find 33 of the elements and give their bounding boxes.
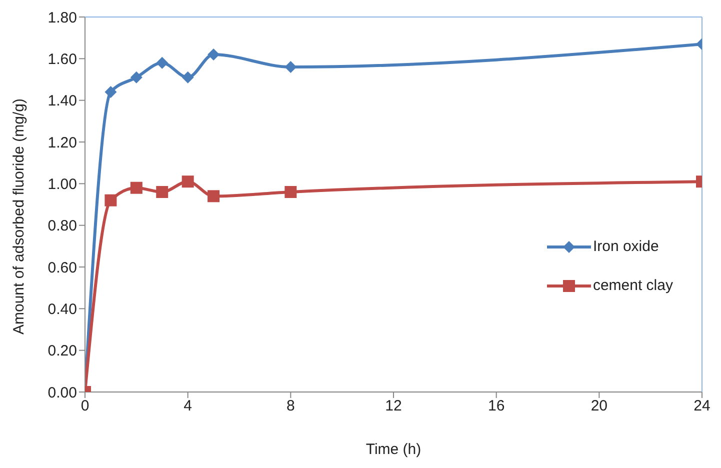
point xyxy=(208,48,220,60)
x-tick-label: 8 xyxy=(286,398,295,415)
y-tick-label: 1.60 xyxy=(48,50,77,68)
x-tick-label: 16 xyxy=(488,398,505,415)
y-tick-label: 1.00 xyxy=(48,176,77,193)
y-tick-label: 0.20 xyxy=(48,342,77,360)
point xyxy=(130,71,142,84)
point xyxy=(208,190,220,202)
y-tick-label: 0.80 xyxy=(48,218,77,235)
point xyxy=(104,86,117,98)
point xyxy=(104,194,117,206)
y-tick-label: 1.40 xyxy=(48,92,77,110)
point xyxy=(284,186,297,198)
legend-label: Iron oxide xyxy=(592,238,659,255)
y-tick-label: 1.80 xyxy=(48,9,77,26)
point xyxy=(156,186,168,198)
y-axis-title: Amount of adsorbed fluoride (mg/g) xyxy=(10,98,28,334)
legend-label: cement clay xyxy=(592,277,673,294)
point xyxy=(182,176,194,188)
x-tick-label: 12 xyxy=(385,398,402,415)
point xyxy=(182,71,194,84)
point xyxy=(156,56,168,69)
x-axis-title: Time (h) xyxy=(366,441,422,458)
x-tick-label: 24 xyxy=(694,398,710,415)
y-tick-label: 0.40 xyxy=(48,300,77,318)
x-tick-label: 0 xyxy=(80,398,90,415)
y-tick-label: 0.60 xyxy=(48,259,77,276)
y-tick-label: 1.20 xyxy=(48,134,77,152)
y-tick-label: 0.00 xyxy=(48,384,77,402)
point xyxy=(284,61,297,73)
point xyxy=(130,182,142,194)
x-tick-label: 4 xyxy=(184,398,192,415)
x-tick-label: 20 xyxy=(590,398,608,415)
